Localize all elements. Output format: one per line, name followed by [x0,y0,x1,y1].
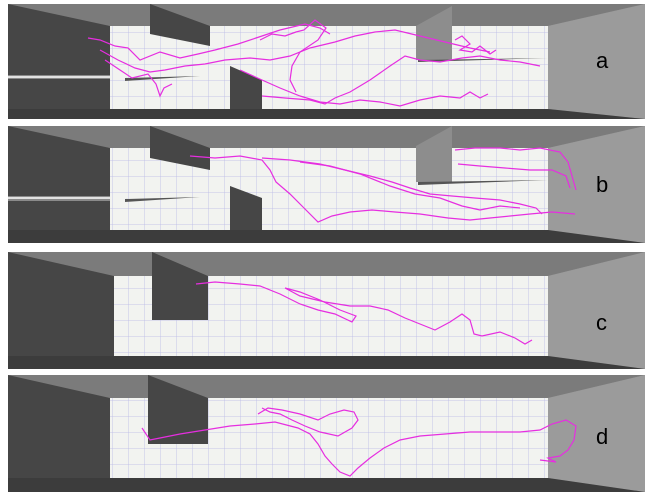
panel-b-trajectories [189,147,577,223]
trajectory-path [195,281,533,345]
panel-a-label: a [596,48,609,73]
panel-b-door-right [418,180,548,185]
panel-d-far-wall [8,375,645,398]
panel-b-left-wall-upper [8,126,110,196]
panel-d-bottom-edge [8,478,645,492]
panel-b-bottom-edge [8,230,645,243]
trajectory-path [457,163,571,189]
trajectory-path [87,23,331,61]
trajectory-path [454,35,497,55]
panel-b-partition-right [416,126,452,182]
panel-d-trajectories [141,407,577,477]
panel-a [8,4,645,119]
trajectory-path [259,19,327,93]
trajectory-path [261,55,541,105]
panel-a-far-wall [8,4,645,26]
panel-a-left-wall-upper [8,4,110,75]
trajectory-path [239,69,489,107]
panel-b-partition-left [150,126,210,170]
panel-d [8,375,645,492]
panel-d-partition [148,375,208,444]
trajectory-path [189,155,576,223]
trajectory-path [141,419,577,477]
panel-c-right-wall [548,252,645,369]
panel-b-label: b [596,172,608,197]
panel-d-left-wall [8,375,110,492]
panel-d-right-wall [548,375,645,492]
trajectory-path [99,29,491,73]
trajectory-path [299,161,521,211]
panel-c-far-wall [8,252,645,276]
panel-c-partition [152,252,208,320]
panel-a-trajectories [87,19,541,107]
trajectory-path [104,59,173,98]
panel-a-partition-left [150,4,210,46]
panel-c-bottom-edge [8,356,645,369]
panel-a-bottom-edge [8,109,645,119]
panel-b-far-wall [8,126,645,148]
panel-c [8,252,645,369]
panel-c-trajectories [195,281,533,345]
panel-a-door-right [418,58,548,62]
panel-a-door-left [125,76,200,81]
trajectory-path [454,147,577,191]
panel-a-partition-right [416,6,452,60]
panel-b-partition-mid [230,186,262,230]
trajectory-path [257,407,359,437]
panel-c-left-wall [8,252,114,369]
panel-a-right-wall [548,4,645,119]
panel-c-label: c [596,310,607,335]
panel-d-label: d [596,424,608,449]
panel-b [8,126,645,243]
panel-b-door-left [125,197,200,202]
